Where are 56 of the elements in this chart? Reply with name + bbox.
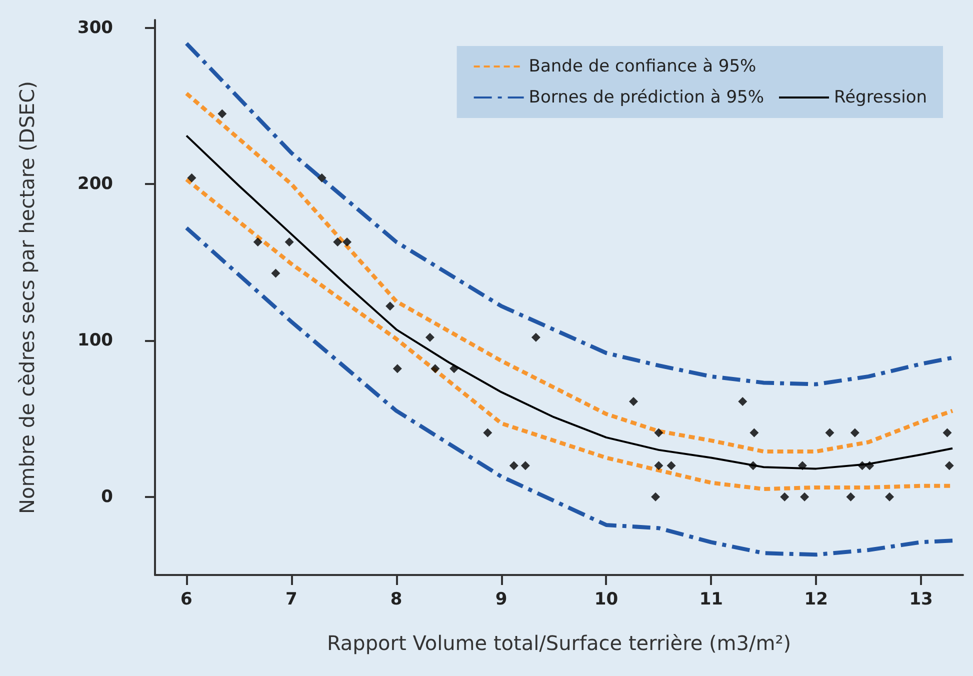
point	[850, 428, 860, 438]
legend-label: Bande de confiance à 95%	[528, 56, 756, 76]
point	[654, 428, 664, 438]
x-tick-label: 9	[495, 590, 508, 610]
point	[865, 461, 874, 470]
point	[425, 332, 434, 342]
point	[430, 364, 440, 374]
x-tick-label: 11	[699, 590, 723, 610]
point	[846, 492, 856, 502]
y-tick-label: 100	[78, 330, 114, 350]
point	[187, 173, 196, 182]
point	[651, 492, 660, 502]
point	[942, 428, 952, 438]
point	[858, 461, 867, 470]
point	[342, 238, 352, 246]
point	[317, 173, 326, 182]
x-tick-label: 7	[285, 590, 298, 610]
x-tick-label: 10	[594, 590, 618, 610]
point	[483, 428, 492, 438]
point	[450, 364, 459, 374]
point	[750, 428, 759, 438]
line-series	[184, 226, 955, 557]
point	[629, 396, 638, 406]
point	[253, 238, 262, 246]
point	[333, 238, 342, 246]
legend-label: Bornes de prédiction à 95%	[528, 88, 764, 108]
point	[392, 364, 402, 374]
point	[531, 332, 540, 342]
x-tick-label: 8	[390, 590, 402, 610]
x-tick-label: 6	[180, 590, 192, 610]
x-tick-label: 13	[909, 590, 933, 610]
point	[798, 461, 807, 470]
point	[666, 461, 676, 470]
x-axis-title: Rapport Volume total/Surface terrière (m3/m²)	[326, 631, 792, 655]
point	[825, 428, 834, 438]
point	[944, 461, 954, 470]
y-tick-label: 300	[78, 18, 114, 38]
point	[509, 461, 518, 470]
point	[748, 461, 758, 470]
point	[386, 302, 395, 311]
point	[800, 492, 810, 502]
y-axis-title: Nombre de cèdres secs par hectare (DSEC)	[15, 81, 39, 514]
point	[738, 396, 748, 406]
line-series	[185, 134, 954, 470]
y-tick-label: 200	[78, 174, 114, 194]
line-series	[184, 41, 955, 386]
point	[520, 461, 530, 470]
point	[885, 492, 894, 502]
legend-label: Régression	[834, 88, 928, 108]
point	[271, 268, 280, 278]
point	[654, 461, 664, 470]
x-tick-label: 12	[804, 590, 828, 610]
point	[780, 492, 790, 502]
point	[284, 238, 294, 246]
point	[218, 109, 227, 118]
y-tick-label: 0	[101, 486, 114, 507]
